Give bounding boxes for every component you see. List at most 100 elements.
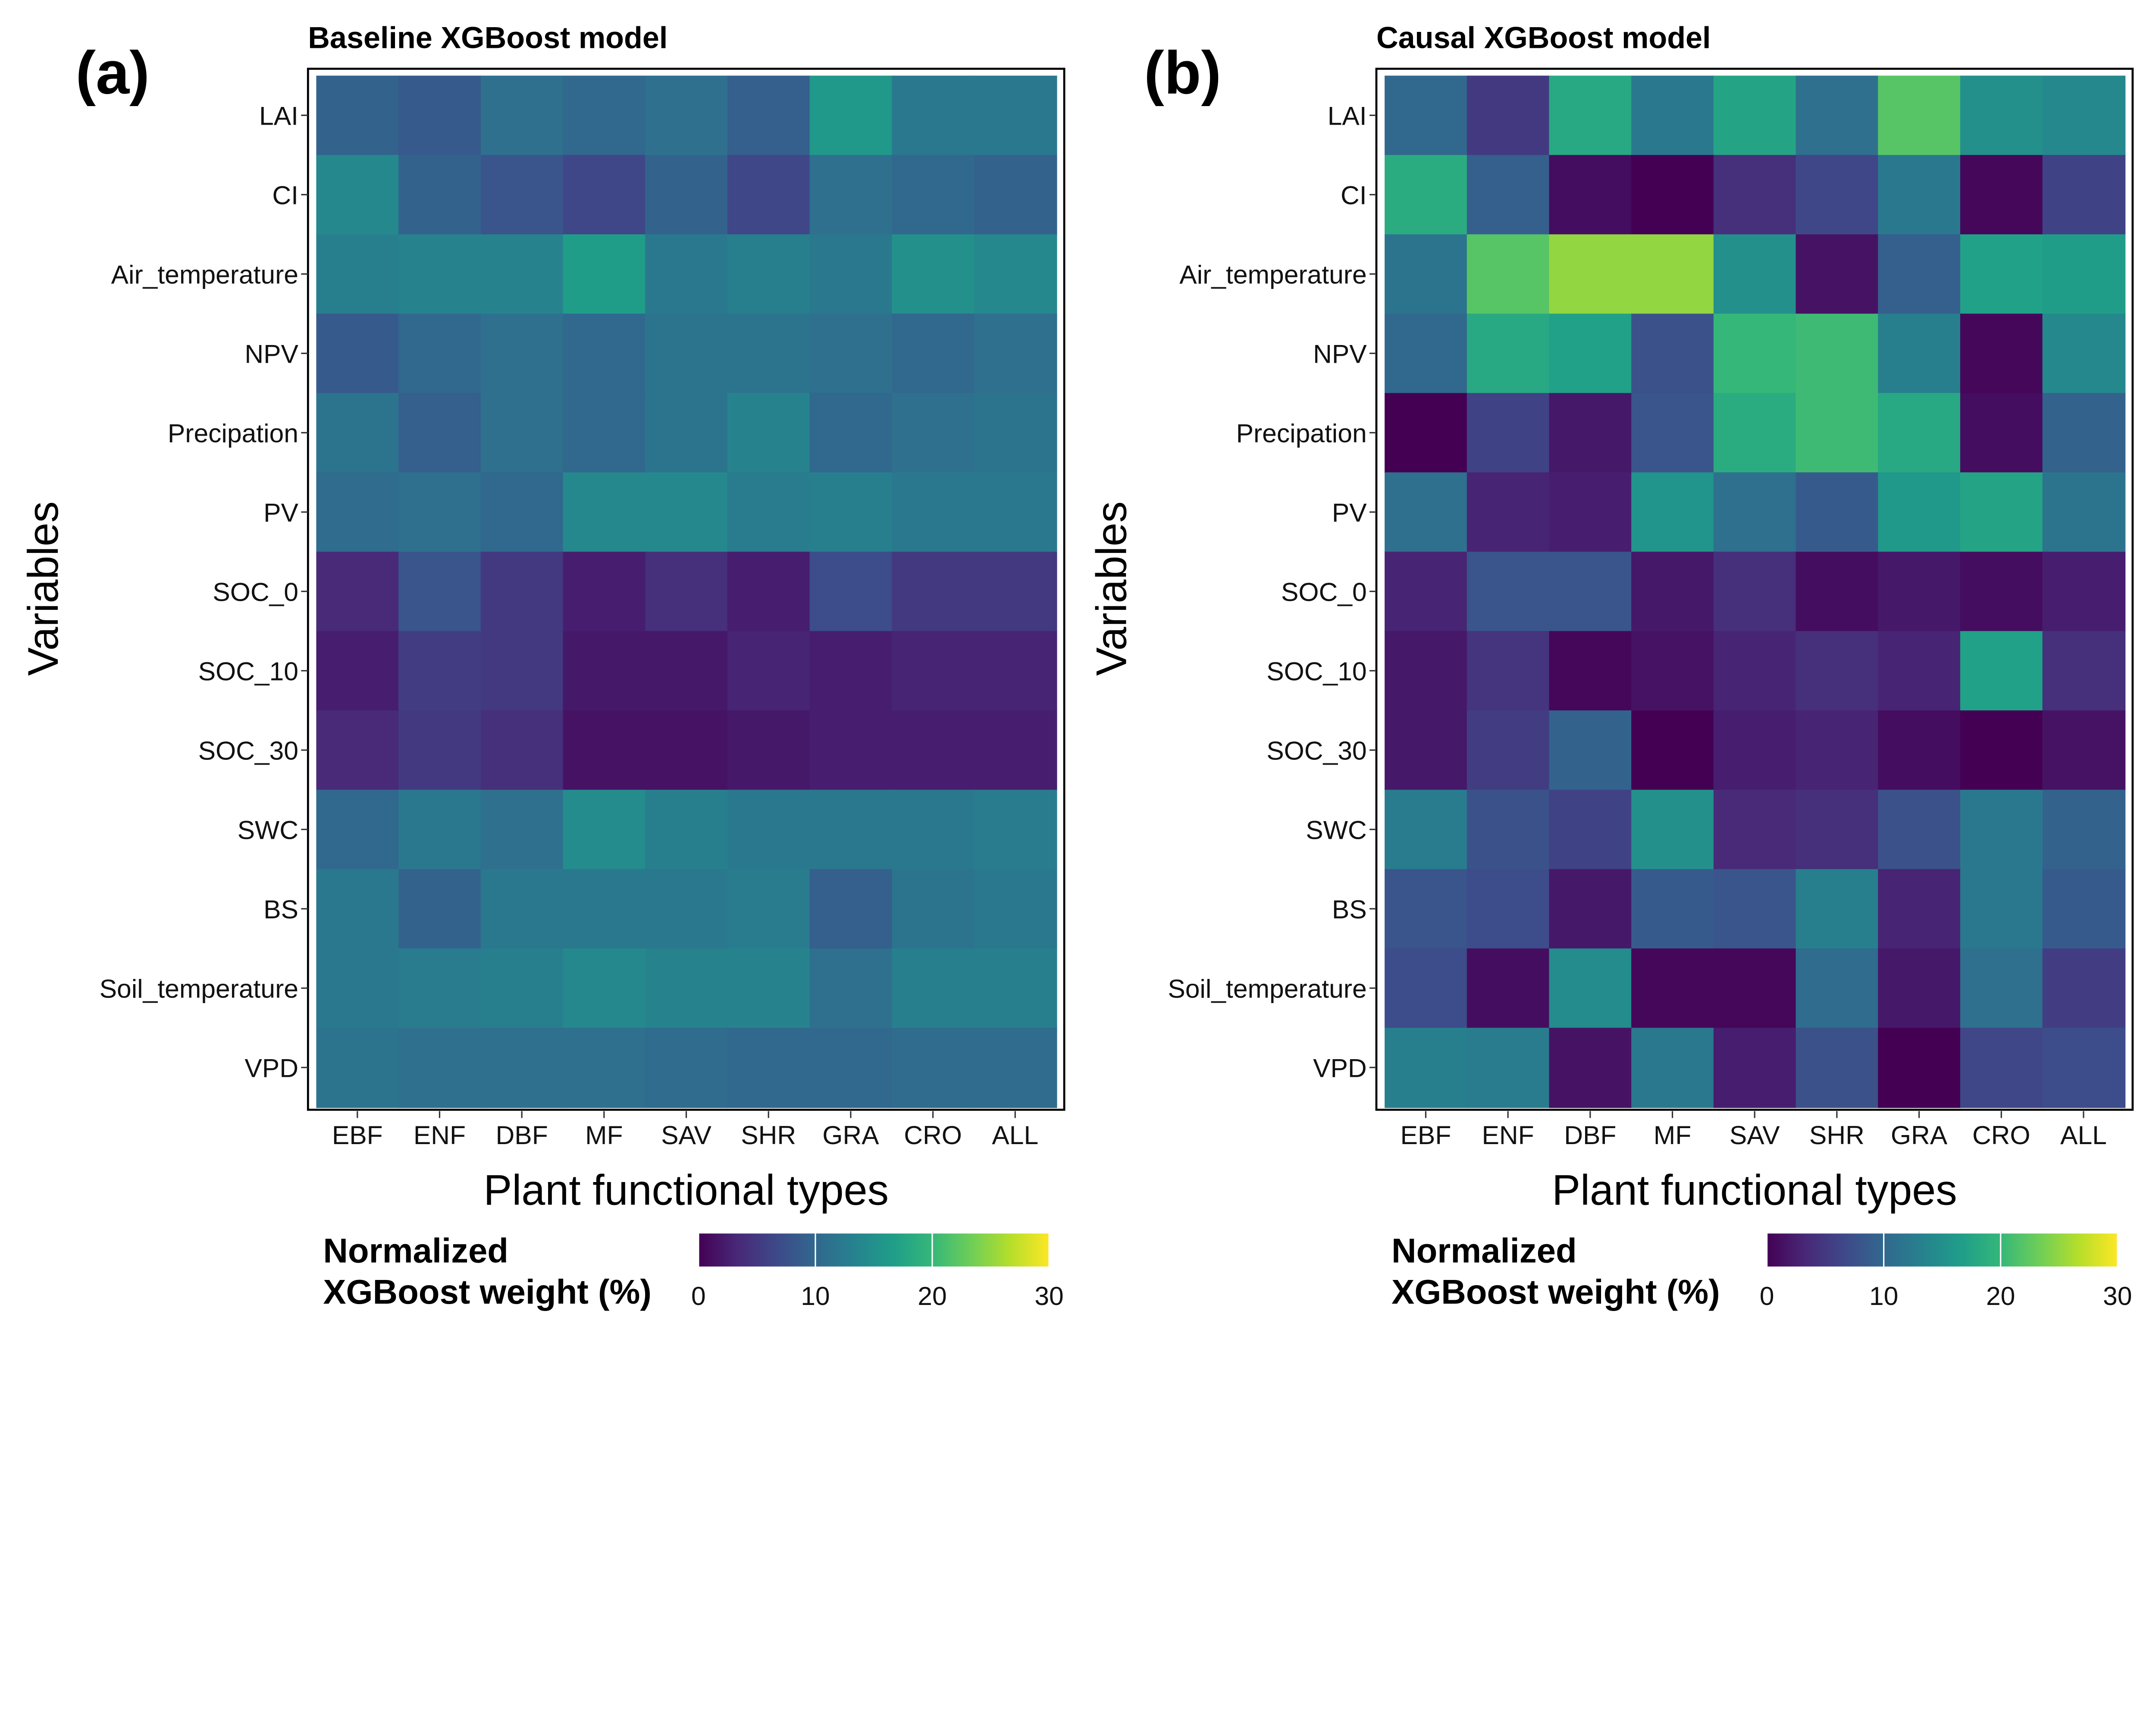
heatmap-cell-air_temperature-mf (563, 234, 646, 315)
heatmap-cell-npv-ebf (1385, 314, 1468, 394)
heatmap-cell-air_temperature-sav (1713, 234, 1797, 315)
heatmap-cell-soc_10-sav (645, 631, 728, 712)
y-tick-label: SOC_0 (1281, 577, 1367, 607)
heatmap-cell-soc_10-dbf (1549, 631, 1633, 712)
heatmap-cell-swc-shr (727, 790, 811, 870)
heatmap-cell-soil_temperature-cro (1960, 948, 2043, 1029)
heatmap-cell-ci-ebf (316, 155, 400, 235)
heatmap-cell-soil_temperature-mf (563, 948, 646, 1029)
heatmap-cell-soc_0-dbf (1549, 552, 1633, 632)
heatmap-cell-bs-cro (892, 869, 975, 950)
heatmap-cell-swc-all (974, 790, 1057, 870)
heatmap-cell-pv-dbf (1549, 472, 1633, 553)
heatmap-cell-bs-shr (1796, 869, 1879, 950)
heatmap-cell-soil_temperature-shr (727, 948, 811, 1029)
heatmap-cell-npv-all (974, 314, 1057, 394)
heatmap-cell-precipation-enf (398, 393, 482, 474)
heatmap-cell-pv-dbf (480, 472, 564, 553)
heatmap-cell-precipation-all (974, 393, 1057, 474)
heatmap-cell-air_temperature-gra (1878, 234, 1961, 315)
colorbar-ticks-b: 0 10 20 30 (1760, 1233, 2132, 1311)
heatmap-cell-lai-shr (727, 75, 811, 156)
heatmap-cell-ci-dbf (480, 155, 564, 235)
colorbar-title-line1-a: Normalized (323, 1231, 508, 1270)
heatmap-cell-soc_30-shr (1796, 710, 1879, 791)
panel-baseline: (a) Baseline XGBoost model LAI CI Air_temp… (19, 21, 1065, 1311)
x-tick-label: GRA (1891, 1120, 1948, 1150)
x-tick-label: EBF (1401, 1120, 1451, 1150)
heatmap-cell-soc_30-mf (563, 710, 646, 791)
heatmap-cell-ci-sav (1713, 155, 1797, 235)
heatmap-cell-pv-sav (1713, 472, 1797, 553)
heatmap-cell-soc_30-cro (1960, 710, 2043, 791)
heatmap-cell-npv-shr (1796, 314, 1879, 394)
heatmap-cell-swc-ebf (316, 790, 400, 870)
heatmap-cell-soc_10-mf (563, 631, 646, 712)
heatmap-cell-air_temperature-dbf (480, 234, 564, 315)
heatmap-cell-swc-dbf (480, 790, 564, 870)
heatmap-cell-soil_temperature-gra (1878, 948, 1961, 1029)
x-tick-labels-b: EBF ENF DBF MF SAV SHR GRA CRO ALL (1401, 1111, 2107, 1150)
heatmap-cell-pv-enf (1467, 472, 1550, 553)
heatmap-cell-swc-enf (1467, 790, 1550, 870)
heatmap-cell-swc-all (2042, 790, 2126, 870)
x-axis-title-b: Plant functional types (1552, 1166, 1957, 1214)
y-tick-labels-a: LAI CI Air_temperature NPV Precipation PV SOC_… (100, 101, 308, 1083)
heatmap-cell-vpd-enf (1467, 1028, 1550, 1108)
heatmap-cell-bs-dbf (480, 869, 564, 950)
y-tick-label: LAI (259, 101, 298, 131)
heatmap-cell-swc-cro (892, 790, 975, 870)
heatmap-cell-soc_0-mf (563, 552, 646, 632)
heatmap-cell-soc_30-sav (645, 710, 728, 791)
heatmap-cell-precipation-all (2042, 393, 2126, 474)
heatmap-cell-ci-all (974, 155, 1057, 235)
heatmap-cell-lai-ebf (316, 75, 400, 156)
heatmap-cell-ci-gra (1878, 155, 1961, 235)
heatmap-cell-soc_30-cro (892, 710, 975, 791)
colorbar-tick-label: 20 (1986, 1281, 2015, 1311)
y-tick-label: Precipation (168, 419, 298, 448)
colorbar-tick-label: 0 (1760, 1281, 1774, 1311)
heatmap-cell-bs-cro (1960, 869, 2043, 950)
heatmap-cell-vpd-shr (727, 1028, 811, 1108)
heatmap-cell-bs-ebf (1385, 869, 1468, 950)
panel-title-a: Baseline XGBoost model (308, 21, 667, 55)
heatmap-cell-ci-enf (398, 155, 482, 235)
y-tick-label: Air_temperature (111, 260, 298, 289)
heatmap-cell-air_temperature-all (974, 234, 1057, 315)
heatmap-cell-lai-mf (1631, 75, 1714, 156)
heatmap-cell-pv-cro (892, 472, 975, 553)
x-tick-label: ALL (992, 1120, 1038, 1150)
heatmap-cell-bs-enf (398, 869, 482, 950)
heatmap-cell-soc_10-enf (1467, 631, 1550, 712)
heatmap-cell-npv-gra (1878, 314, 1961, 394)
heatmap-cell-npv-all (2042, 314, 2126, 394)
heatmap-cell-swc-dbf (1549, 790, 1633, 870)
heatmap-cell-ci-all (2042, 155, 2126, 235)
heatmap-cell-soc_30-gra (1878, 710, 1961, 791)
x-tick-label: SAV (1730, 1120, 1780, 1150)
colorbar-tick-label: 20 (918, 1281, 946, 1311)
colorbar-title-line2-a: XGBoost weight (%) (323, 1273, 652, 1311)
heatmap-cell-lai-ebf (1385, 75, 1468, 156)
heatmap-cell-bs-gra (1878, 869, 1961, 950)
x-tick-label: ALL (2060, 1120, 2107, 1150)
y-tick-label: NPV (244, 339, 298, 369)
heatmap-cell-soc_0-cro (892, 552, 975, 632)
heatmap-cell-air_temperature-enf (1467, 234, 1550, 315)
colorbar-tick-label: 10 (1869, 1281, 1898, 1311)
y-tick-label: Soil_temperature (100, 974, 298, 1004)
heatmap-cell-lai-enf (1467, 75, 1550, 156)
heatmap-cell-swc-enf (398, 790, 482, 870)
heatmap-cell-npv-gra (809, 314, 893, 394)
heatmap-cell-lai-gra (1878, 75, 1961, 156)
heatmap-cell-soc_10-all (2042, 631, 2126, 712)
x-tick-label: SHR (1809, 1120, 1865, 1150)
heatmap-cell-air_temperature-cro (892, 234, 975, 315)
heatmap-cell-swc-gra (809, 790, 893, 870)
heatmap-cell-soc_0-shr (1796, 552, 1879, 632)
panel-title-b: Causal XGBoost model (1376, 21, 1711, 55)
heatmap-cell-vpd-ebf (1385, 1028, 1468, 1108)
heatmap-cell-soc_0-dbf (480, 552, 564, 632)
heatmap-cell-soil_temperature-shr (1796, 948, 1879, 1029)
